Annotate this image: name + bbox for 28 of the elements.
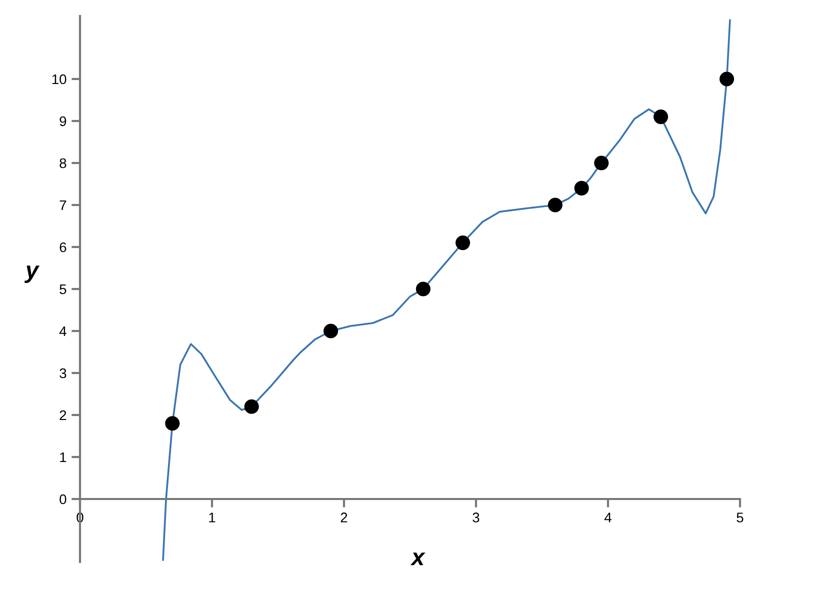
point	[654, 110, 668, 124]
point	[574, 180, 589, 196]
y-tick-label: 9	[60, 116, 66, 126]
point	[548, 198, 562, 212]
y-tick-label: 10	[52, 74, 66, 84]
point	[165, 416, 180, 431]
y-tick-label: 2	[60, 410, 66, 420]
y-tick-label: 1	[60, 452, 66, 462]
x-tick-label: 2	[340, 512, 348, 522]
y-tick-label: 8	[60, 158, 66, 168]
x-tick-label: 4	[604, 512, 612, 522]
point	[456, 236, 470, 250]
point	[594, 156, 609, 170]
point	[720, 72, 734, 86]
x-axis-title: x	[410, 552, 426, 566]
x-tick-label: 3	[472, 512, 480, 522]
point	[416, 282, 430, 296]
y-tick-label: 4	[59, 326, 66, 336]
y-tick-label: 0	[60, 494, 66, 504]
y-tick-label: 3	[60, 368, 66, 378]
y-tick-label: 5	[60, 284, 66, 294]
point	[324, 324, 338, 338]
y-axis-title: y	[24, 266, 40, 283]
x-tick-label: 1	[209, 512, 216, 522]
x-tick-label: 5	[736, 512, 744, 522]
y-tick-label: 6	[60, 242, 66, 252]
y-tick-label: 7	[60, 200, 66, 210]
point	[244, 399, 259, 414]
